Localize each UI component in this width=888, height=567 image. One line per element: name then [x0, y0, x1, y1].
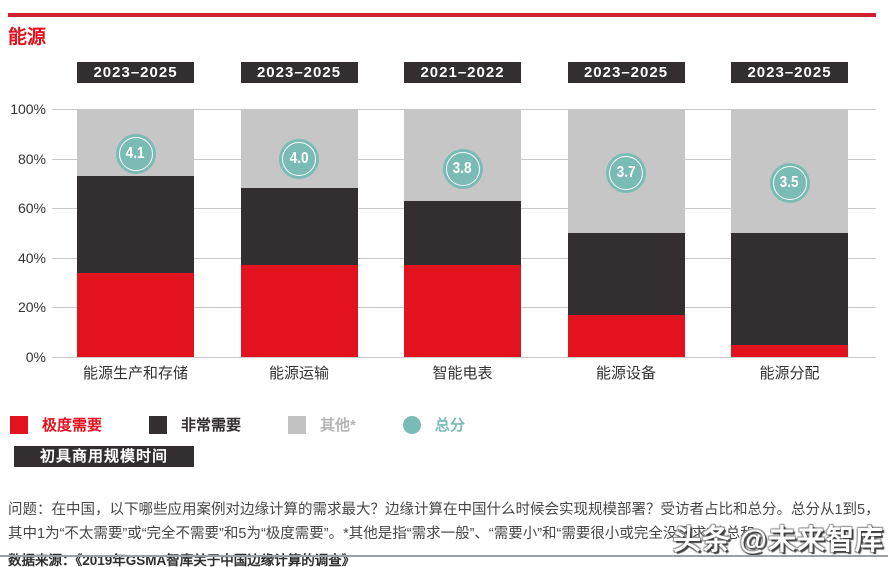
- total-score-badge: 4.0: [279, 138, 319, 179]
- legend-label: 其他*: [320, 417, 356, 434]
- timeline-badge: 2023–2025: [240, 62, 358, 83]
- total-score-value: 4.0: [289, 149, 309, 167]
- bar-segment: [731, 344, 848, 357]
- bar-segment: [240, 265, 358, 357]
- timeline-badge: 2021–2022: [404, 62, 521, 83]
- legend-swatch-square: [149, 415, 168, 434]
- total-score-value: 3.5: [780, 174, 799, 192]
- bar-segment: [567, 314, 685, 357]
- legend-item: 非常需要: [149, 414, 241, 435]
- bar-segment: [731, 233, 848, 345]
- bar-segment: [404, 265, 521, 357]
- chart-legend: 极度需要 非常需要 其他* 总分: [10, 414, 465, 435]
- bar-column: 3.7: [567, 109, 685, 357]
- data-source-text: 数据来源：《2019年GSMA智库关于中国边缘计算的调查》: [8, 552, 356, 567]
- total-score-badge: 3.8: [442, 148, 483, 189]
- y-tick-label: 80%: [17, 150, 46, 167]
- timeline-badge: 2023–2025: [77, 62, 194, 83]
- timeline-badge: 2023–2025: [731, 62, 848, 83]
- x-category-label: 能源运输: [268, 365, 329, 382]
- total-score-badge: 3.7: [606, 153, 646, 194]
- total-score-value: 3.8: [453, 159, 472, 177]
- total-score-value: 4.1: [126, 144, 145, 162]
- commercial-scale-badge: 初具商用规模时间: [14, 446, 194, 467]
- watermark-text: 头条 @未来智库: [672, 524, 884, 555]
- legend-item: 其他*: [288, 414, 356, 435]
- y-tick-label: 100%: [10, 101, 46, 117]
- y-tick-label: 60%: [17, 200, 46, 217]
- page-title: 能源: [8, 27, 47, 48]
- y-tick-label: 20%: [17, 299, 46, 316]
- y-tick-label: 40%: [17, 249, 46, 266]
- legend-swatch-square: [288, 415, 307, 434]
- legend-label: 总分: [434, 417, 465, 434]
- total-score-badge: 3.5: [769, 163, 810, 204]
- bar-segment: [77, 175, 194, 273]
- legend-label: 非常需要: [181, 417, 242, 434]
- y-tick-label: 0%: [25, 349, 46, 365]
- legend-item: 极度需要: [10, 414, 102, 435]
- x-category-label: 能源分配: [759, 365, 820, 382]
- total-score-badge: 4.1: [115, 133, 156, 174]
- bar-segment: [77, 272, 194, 357]
- bar-column: 3.5: [731, 109, 848, 357]
- bar-segment: [404, 200, 521, 266]
- gridline-0: [52, 357, 876, 358]
- legend-swatch-circle: [402, 415, 421, 434]
- x-category-label: 能源生产和存储: [82, 365, 188, 382]
- bar-column: 3.8: [404, 109, 521, 357]
- top-divider-rule: [8, 13, 876, 17]
- x-category-label: 智能电表: [432, 365, 493, 382]
- bar-segment: [567, 233, 685, 315]
- bottom-divider-rule: [0, 555, 888, 557]
- bar-column: 4.0: [240, 109, 358, 357]
- legend-swatch-square: [10, 415, 28, 434]
- bar-column: 4.1: [77, 109, 194, 357]
- total-score-value: 3.7: [616, 164, 636, 182]
- legend-item: 总分: [402, 414, 465, 435]
- survey-question-text: 问题：在中国，以下哪些应用案例对边缘计算的需求最大？边缘计算在中国什么时候会实现…: [8, 501, 880, 543]
- x-category-label: 能源设备: [595, 365, 656, 382]
- timeline-badge: 2023–2025: [567, 62, 685, 83]
- bar-segment: [240, 188, 358, 266]
- legend-label: 极度需要: [42, 417, 103, 434]
